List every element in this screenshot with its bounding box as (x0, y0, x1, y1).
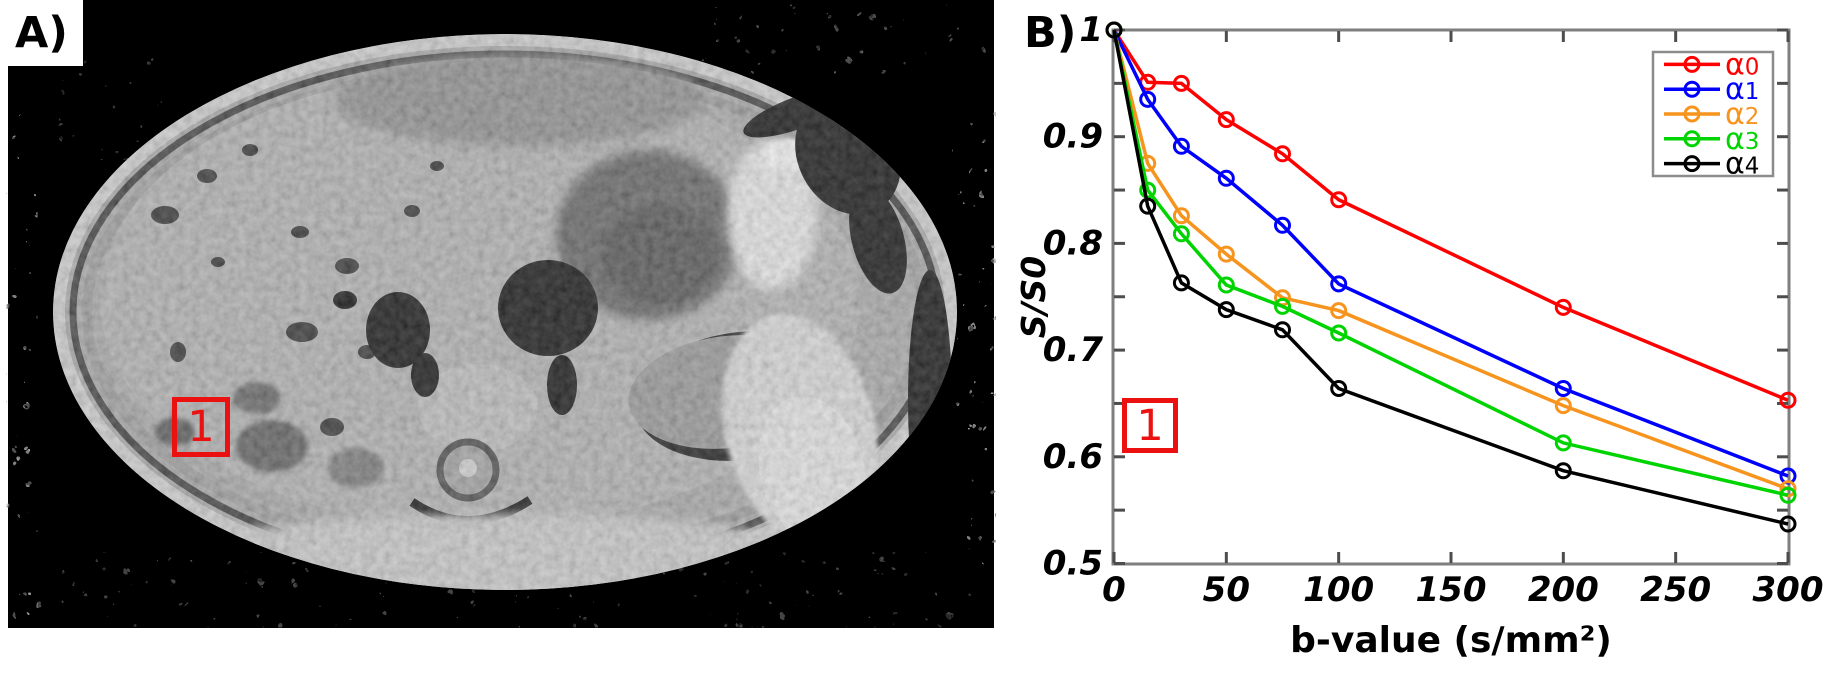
legend-marker-α2 (1683, 105, 1701, 123)
data-point-α3 (1172, 225, 1190, 243)
series-line-α2 (1112, 29, 1789, 491)
data-point-α2 (1554, 397, 1572, 415)
data-point-α1 (1217, 169, 1235, 187)
data-point-α3 (1217, 276, 1235, 294)
data-point-α3 (1274, 297, 1291, 315)
data-point-α0 (1274, 145, 1291, 163)
y-tick-label: 0.7 (1043, 330, 1104, 370)
x-tick-label: 100 (1303, 570, 1374, 610)
data-point-α0 (1217, 111, 1235, 129)
signal-decay-chart: 0 50 100 150 200 250 300 1 0.9 0.8 0.7 0.6 0.5 b-valu… (1014, 10, 1824, 661)
data-point-α1 (1139, 90, 1157, 108)
data-point-α1 (1172, 137, 1190, 155)
legend-label-α1: α1 (1725, 72, 1759, 107)
x-axis-label: b-value (s/mm²) (1290, 620, 1612, 661)
data-point-α2 (1330, 302, 1348, 320)
data-point-α2 (1172, 207, 1190, 225)
y-tick-label: 0.8 (1043, 223, 1103, 263)
series-line-α4 (1112, 29, 1789, 526)
data-point-α2 (1779, 480, 1797, 498)
data-point-α0 (1330, 191, 1348, 209)
roi-box-1-chart: 1 (1122, 398, 1178, 453)
panel-b-label: B) (1024, 8, 1077, 58)
data-point-α0 (1172, 74, 1190, 92)
panel-a-label-box: A) (0, 0, 83, 66)
y-tick-label: 1 (1079, 10, 1103, 50)
data-point-α4 (1217, 301, 1235, 319)
legend-marker-α0 (1683, 55, 1701, 73)
x-tick-label: 250 (1640, 570, 1711, 610)
data-point-α3 (1330, 324, 1348, 342)
y-tick-label: 0.6 (1043, 437, 1103, 477)
mri-grain-overlay (53, 34, 957, 590)
series-line-α1 (1112, 29, 1789, 478)
data-point-α4 (1172, 274, 1190, 292)
y-tick-label: 0.5 (1043, 544, 1103, 584)
x-tick-label: 50 (1203, 570, 1250, 610)
mri-image (8, 0, 994, 628)
data-point-α1 (1554, 380, 1572, 397)
data-point-α1 (1330, 275, 1348, 293)
x-tick-label: 300 (1753, 570, 1824, 610)
panel-b-label-box: B) (1024, 12, 1076, 55)
panel-b-chart: 0 50 100 150 200 250 300 1 0.9 0.8 0.7 0.6 0.5 b-valu… (998, 0, 1839, 674)
data-point-α4 (1105, 21, 1123, 39)
data-point-α0 (1554, 298, 1572, 316)
legend-label-α0: α0 (1725, 47, 1759, 82)
data-point-α2 (1217, 245, 1235, 263)
panel-a-mri: A) 1 (0, 0, 994, 628)
data-point-α4 (1139, 197, 1157, 215)
panel-a-label: A) (15, 7, 68, 58)
roi-1-label-chart: 1 (1136, 400, 1164, 451)
plot-box (1111, 28, 1791, 566)
legend-marker-α1 (1683, 80, 1701, 98)
data-point-α3 (1779, 486, 1797, 504)
roi-1-label-mri: 1 (187, 402, 215, 452)
roi-box-1-mri: 1 (172, 397, 230, 457)
data-point-α3 (1554, 434, 1572, 452)
data-point-α4 (1554, 462, 1572, 480)
x-tick-label: 0 (1102, 570, 1126, 610)
data-point-α0 (1779, 391, 1797, 409)
data-point-α4 (1779, 515, 1797, 533)
legend-marker-α4 (1683, 155, 1701, 173)
data-point-α4 (1274, 321, 1291, 339)
data-point-α1 (1274, 216, 1291, 234)
x-tick-label: 200 (1528, 570, 1599, 610)
series-line-α3 (1112, 29, 1789, 497)
y-tick-label: 0.9 (1043, 117, 1103, 157)
y-axis-label: S/S0 (1014, 256, 1053, 339)
x-tick-label: 150 (1416, 570, 1487, 610)
legend-marker-α3 (1683, 130, 1701, 148)
mri-body (53, 34, 957, 590)
data-point-α4 (1330, 380, 1348, 397)
